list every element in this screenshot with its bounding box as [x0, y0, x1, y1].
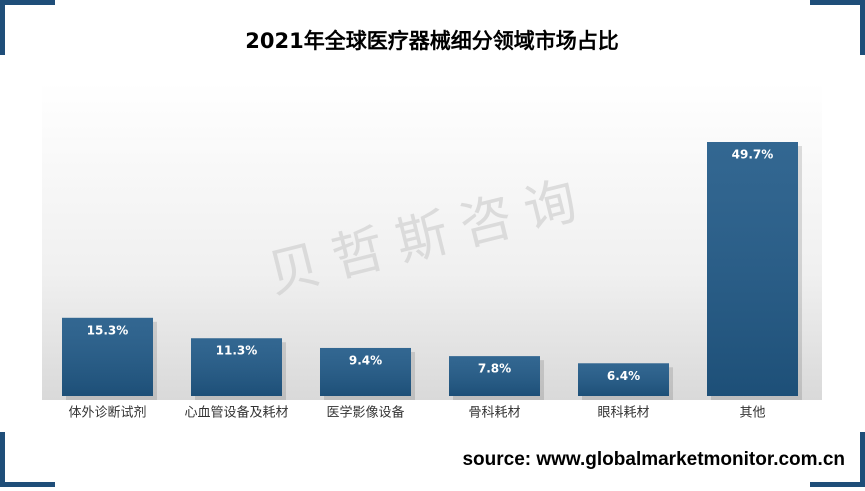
source-note: source: www.globalmarketmonitor.com.cn	[462, 449, 845, 470]
bar-shade	[191, 338, 282, 396]
data-label: 7.8%	[478, 362, 511, 376]
x-tick-label: 眼科耗材	[597, 406, 649, 421]
plot-background	[42, 82, 822, 400]
data-label: 49.7%	[732, 148, 774, 162]
bar-shade	[707, 142, 798, 396]
bar-shade	[320, 347, 411, 396]
chart-title: 2021年全球医疗器械细分领域市场占比	[245, 29, 618, 53]
data-label: 9.4%	[349, 353, 382, 367]
x-tick-label: 其他	[739, 406, 765, 421]
x-tick-label: 体外诊断试剂	[68, 406, 146, 421]
data-label: 6.4%	[607, 369, 640, 383]
x-tick-label: 骨科耗材	[468, 406, 520, 421]
data-label: 11.3%	[216, 344, 258, 358]
bar-shade	[62, 317, 153, 396]
x-tick-label: 医学影像设备	[326, 405, 404, 421]
x-tick-label: 心血管设备及耗材	[184, 405, 288, 421]
data-label: 15.3%	[87, 323, 129, 337]
bar-shade	[449, 356, 540, 396]
bar-shade	[578, 363, 669, 396]
